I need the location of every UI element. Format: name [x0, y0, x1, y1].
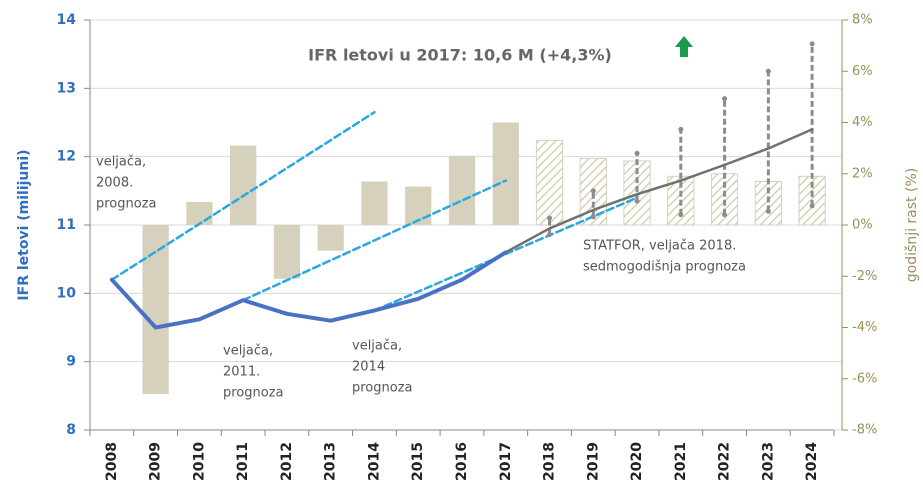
x-tick-label: 2011 [235, 442, 251, 481]
y2-tick-label: 6% [852, 64, 873, 79]
x-tick-label: 2010 [191, 442, 207, 481]
annotation: STATFOR, veljača 2018. [583, 239, 736, 254]
error-cap [722, 212, 728, 218]
y2-tick-label: 0% [852, 218, 873, 233]
error-cap [765, 68, 771, 74]
error-cap [809, 41, 815, 47]
annotation: veljača, [223, 344, 273, 359]
up-arrow-icon [675, 36, 693, 57]
error-cap [547, 215, 553, 221]
line [504, 128, 814, 254]
y2-tick-label: 8% [852, 13, 873, 28]
error-cap [765, 208, 771, 214]
bar [142, 225, 169, 395]
x-tick-label: 2016 [454, 442, 470, 481]
annotation: 2008. [96, 176, 133, 191]
x-tick-label: 2017 [498, 442, 514, 481]
error-cap [634, 150, 640, 156]
x-tick-label: 2020 [629, 442, 645, 481]
bar [710, 173, 739, 226]
x-tick-label: 2009 [148, 442, 164, 481]
y2-tick-label: 4% [852, 115, 873, 130]
x-tick-label: 2019 [585, 442, 601, 481]
error-cap [678, 126, 684, 132]
y-tick-label: 10 [57, 285, 77, 301]
bar [405, 186, 432, 225]
y-tick-label: 9 [66, 354, 76, 370]
y-tick-label: 13 [57, 80, 76, 96]
annotation: prognoza [352, 381, 413, 396]
x-tick-label: 2012 [279, 442, 295, 481]
bar [273, 225, 301, 279]
annotation: veljača, [352, 339, 402, 354]
x-tick-label: 2023 [760, 442, 776, 481]
annotation: prognoza [96, 197, 157, 212]
line [109, 250, 508, 330]
annotation: 2014 [352, 360, 385, 375]
x-tick-label: 2013 [323, 442, 339, 481]
x-tick-label: 2015 [410, 442, 426, 481]
bar [535, 139, 564, 226]
x-tick-label: 2014 [366, 442, 382, 481]
y2-tick-label: 2% [852, 166, 873, 181]
bar [361, 181, 388, 225]
error-cap [547, 232, 553, 238]
y2-tick-label: -4% [852, 320, 877, 335]
error-cap [590, 188, 596, 194]
y2-tick-label: -2% [852, 269, 877, 284]
x-tick-label: 2008 [104, 442, 120, 481]
bar [186, 201, 213, 225]
x-tick-label: 2021 [673, 442, 689, 481]
y2-tick-label: -8% [852, 423, 877, 438]
x-tick-label: 2022 [717, 442, 733, 481]
line [110, 111, 376, 281]
error-cap [809, 203, 815, 209]
bar [448, 155, 476, 225]
chart-title: IFR letovi u 2017: 10,6 M (+4,3%) [308, 46, 612, 65]
bar [492, 122, 519, 225]
y-tick-label: 14 [57, 12, 77, 28]
error-cap [722, 96, 728, 102]
x-tick-label: 2018 [542, 442, 558, 481]
annotation: 2011. [223, 365, 260, 380]
line [241, 179, 508, 302]
bar [317, 225, 344, 251]
annotation: prognoza [223, 386, 284, 401]
error-cap [634, 198, 640, 204]
y2-axis-label: godišnji rast (%) [904, 168, 920, 282]
y-tick-label: 8 [66, 422, 76, 438]
y-axis-label: IFR letovi (milijuni) [16, 149, 32, 300]
annotation: veljača, [96, 155, 146, 170]
annotation: sedmogodišnja prognoza [583, 260, 746, 275]
bar [230, 145, 257, 225]
x-tick-label: 2024 [804, 442, 820, 481]
y-tick-label: 11 [57, 217, 76, 233]
error-cap [678, 212, 684, 218]
y2-tick-label: -6% [852, 371, 877, 386]
error-cap [590, 214, 596, 220]
y-tick-label: 12 [57, 149, 76, 165]
